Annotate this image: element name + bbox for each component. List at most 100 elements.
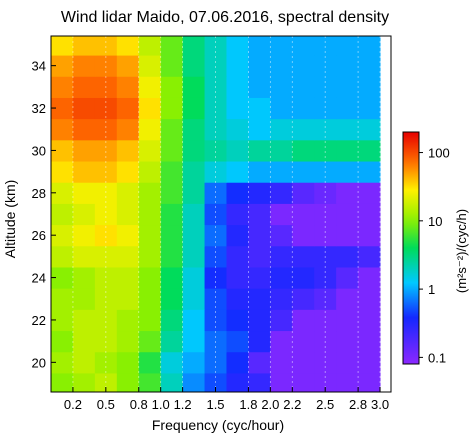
heatmap-cell bbox=[204, 182, 227, 204]
heatmap-cell bbox=[72, 55, 96, 77]
heatmap-cell bbox=[160, 266, 184, 289]
x-axis-label: Frequency (cyc/hour) bbox=[152, 417, 284, 433]
heatmap-cell bbox=[248, 139, 271, 162]
heatmap-cell bbox=[138, 182, 162, 204]
heatmap-cell bbox=[94, 97, 118, 120]
heatmap-cell bbox=[292, 309, 315, 332]
heatmap-cell bbox=[116, 118, 140, 141]
vertical-gridlines bbox=[72, 36, 381, 392]
heatmap-cell bbox=[138, 266, 162, 289]
heatmap-cell bbox=[358, 351, 381, 374]
colorbar-ticks: 0.1 1 10 100 bbox=[419, 146, 450, 365]
heatmap-cell bbox=[292, 372, 315, 393]
y-axis-ticks: 20 22 24 26 28 30 32 34 bbox=[32, 59, 56, 370]
heatmap-cell bbox=[226, 266, 249, 289]
heatmap-cell bbox=[270, 36, 293, 56]
heatmap-cell bbox=[358, 266, 381, 289]
heatmap-cell bbox=[336, 372, 359, 393]
heatmap-cell bbox=[358, 76, 381, 98]
heatmap-cell bbox=[160, 139, 184, 162]
heatmap-cell bbox=[314, 203, 337, 226]
heatmap-cell bbox=[182, 97, 206, 120]
heatmap-cell bbox=[292, 351, 315, 374]
heatmap-cell bbox=[226, 288, 249, 310]
heatmap-cell bbox=[138, 139, 162, 162]
heatmap-cell bbox=[336, 139, 359, 162]
x-tick-label: 1.8 bbox=[239, 397, 257, 412]
heatmap-cell bbox=[226, 351, 249, 374]
heatmap-cell bbox=[270, 118, 293, 141]
heatmap-cell bbox=[182, 372, 206, 393]
heatmap-cell bbox=[336, 182, 359, 204]
heatmap-cell bbox=[72, 139, 96, 162]
heatmap-cell bbox=[94, 203, 118, 226]
heatmap-cell bbox=[116, 161, 140, 183]
heatmap-cell bbox=[270, 330, 293, 353]
heatmap-cell bbox=[94, 182, 118, 204]
heatmap-cell bbox=[138, 36, 162, 56]
heatmap-cell bbox=[270, 182, 293, 204]
y-tick-label: 26 bbox=[32, 228, 46, 243]
heatmap-cell bbox=[51, 55, 74, 77]
heatmap-cell bbox=[248, 309, 271, 332]
heatmap-cell bbox=[51, 330, 74, 353]
heatmap-cell bbox=[226, 139, 249, 162]
heatmap-cell bbox=[51, 118, 74, 141]
heatmap-cell bbox=[160, 76, 184, 98]
heatmap-cell bbox=[138, 351, 162, 374]
heatmap-cell bbox=[116, 203, 140, 226]
heatmap-cell bbox=[314, 118, 337, 141]
heatmap-cell bbox=[248, 266, 271, 289]
heatmap-cell bbox=[116, 330, 140, 353]
heatmap-cell bbox=[270, 224, 293, 247]
heatmap-cell bbox=[248, 288, 271, 310]
heatmap-cell bbox=[226, 161, 249, 183]
heatmap-cell bbox=[204, 118, 227, 141]
heatmap-cell bbox=[204, 288, 227, 310]
heatmap-cell bbox=[248, 97, 271, 120]
heatmap-cell bbox=[160, 330, 184, 353]
heatmap-cell bbox=[116, 76, 140, 98]
y-tick-label: 34 bbox=[32, 59, 46, 74]
heatmap-cell bbox=[160, 203, 184, 226]
heatmap-cell bbox=[160, 118, 184, 141]
heatmap-cell bbox=[116, 351, 140, 374]
heatmap-cell bbox=[226, 330, 249, 353]
heatmap-cell bbox=[72, 351, 96, 374]
heatmap-cell bbox=[204, 55, 227, 77]
heatmap-cell bbox=[182, 245, 206, 268]
heatmap-cell bbox=[160, 372, 184, 393]
heatmap-cell bbox=[314, 224, 337, 247]
heatmap-cell bbox=[160, 97, 184, 120]
heatmap-cell bbox=[116, 36, 140, 56]
heatmap-cell bbox=[182, 139, 206, 162]
heatmap-cell bbox=[226, 245, 249, 268]
heatmap-cell bbox=[51, 139, 74, 162]
heatmap-cell bbox=[270, 245, 293, 268]
heatmap-cell bbox=[116, 266, 140, 289]
heatmap-cell bbox=[182, 224, 206, 247]
heatmap-cell bbox=[314, 139, 337, 162]
x-tick-label: 2.0 bbox=[261, 397, 279, 412]
heatmap-cell bbox=[51, 161, 74, 183]
colorbar-tick-label: 10 bbox=[428, 214, 442, 229]
heatmap-cell bbox=[336, 55, 359, 77]
heatmap-cell bbox=[292, 203, 315, 226]
heatmap-cell bbox=[314, 55, 337, 77]
heatmap-cell bbox=[160, 224, 184, 247]
heatmap-cell bbox=[138, 97, 162, 120]
x-tick-label: 2.2 bbox=[283, 397, 301, 412]
x-tick-label: 0.5 bbox=[97, 397, 115, 412]
heatmap-cell bbox=[182, 161, 206, 183]
heatmap-cell bbox=[226, 182, 249, 204]
heatmap-cell bbox=[270, 351, 293, 374]
heatmap-cell bbox=[182, 76, 206, 98]
heatmap-cell bbox=[270, 288, 293, 310]
y-tick-label: 32 bbox=[32, 101, 46, 116]
chart-title: Wind lidar Maido, 07.06.2016, spectral d… bbox=[61, 9, 389, 26]
heatmap-cell bbox=[270, 139, 293, 162]
heatmap-cell bbox=[226, 309, 249, 332]
heatmap-cell bbox=[226, 372, 249, 393]
heatmap-cell bbox=[160, 288, 184, 310]
